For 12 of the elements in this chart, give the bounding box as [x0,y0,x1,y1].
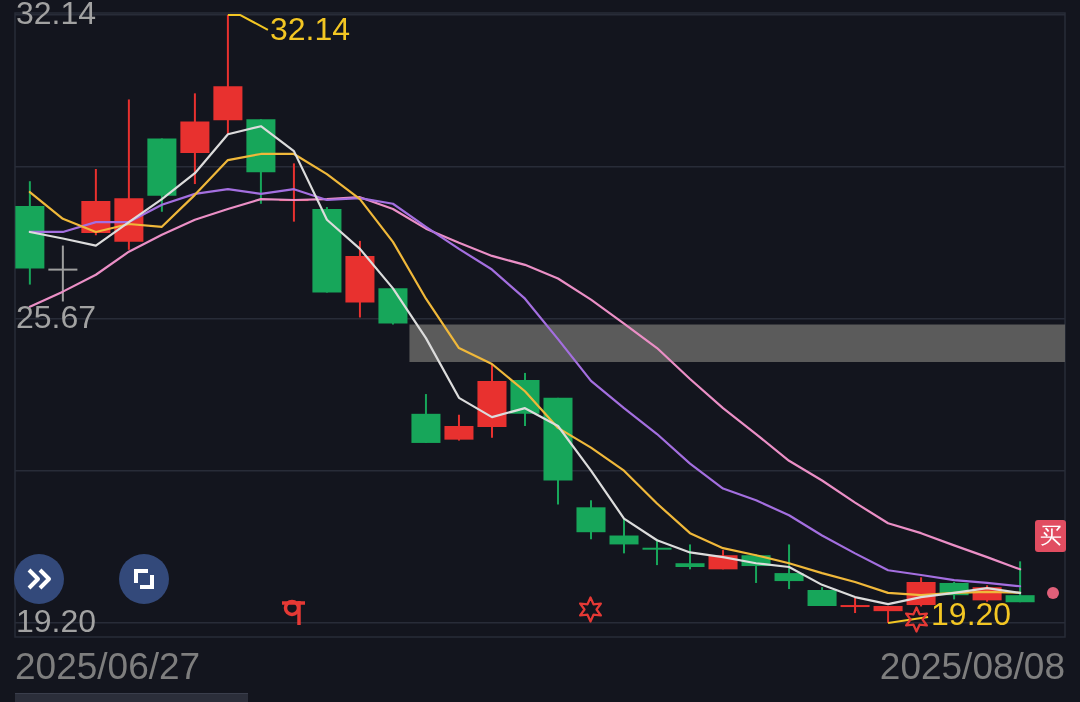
candlestick [774,543,804,591]
y-tick-label: 32.14 [16,0,97,31]
annotation: 32.14 [269,10,350,47]
y-tick-label: 19.20 [16,602,97,639]
candlestick [642,538,672,567]
annotation: 19.20 [931,595,1012,632]
text: 2025/08/08 [879,646,1065,688]
candlestick [48,244,78,303]
candlestick [675,543,705,571]
candlestick [609,517,639,555]
text: 2025/06/27 [15,646,201,688]
y-tick-label: 25.67 [16,298,97,335]
